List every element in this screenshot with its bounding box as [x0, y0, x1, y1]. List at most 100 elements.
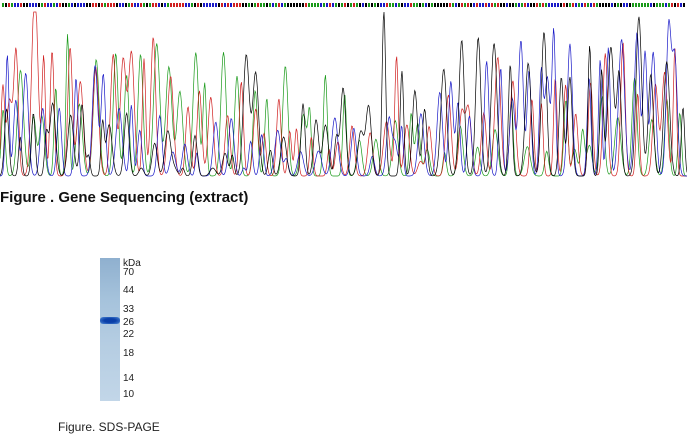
base-call	[302, 3, 304, 7]
base-call	[5, 3, 7, 7]
base-call	[395, 3, 397, 7]
base-call	[74, 3, 76, 7]
base-call	[167, 3, 169, 7]
marker-label: 10	[123, 389, 135, 400]
base-call	[230, 3, 232, 7]
trace	[0, 18, 687, 177]
base-call	[320, 3, 322, 7]
sequencing-caption: Figure . Gene Sequencing (extract)	[0, 189, 249, 206]
base-call	[191, 3, 193, 7]
base-call	[440, 3, 442, 7]
base-call	[65, 3, 67, 7]
base-call	[206, 3, 208, 7]
base-call	[389, 3, 391, 7]
base-call	[11, 3, 13, 7]
base-call	[647, 3, 649, 7]
base-call	[275, 3, 277, 7]
base-call	[239, 3, 241, 7]
base-call	[449, 3, 451, 7]
base-call	[38, 3, 40, 7]
base-call	[323, 3, 325, 7]
gel-lane	[100, 258, 120, 401]
base-call	[158, 3, 160, 7]
base-call	[608, 3, 610, 7]
base-call	[248, 3, 250, 7]
base-call	[254, 3, 256, 7]
base-call	[86, 3, 88, 7]
base-call	[368, 3, 370, 7]
base-call	[116, 3, 118, 7]
base-call	[140, 3, 142, 7]
base-call	[512, 3, 514, 7]
base-call	[410, 3, 412, 7]
base-call	[473, 3, 475, 7]
base-call	[464, 3, 466, 7]
base-call	[485, 3, 487, 7]
base-call	[176, 3, 178, 7]
base-call	[299, 3, 301, 7]
base-call	[203, 3, 205, 7]
base-call	[41, 3, 43, 7]
base-call	[413, 3, 415, 7]
base-call	[488, 3, 490, 7]
base-call	[119, 3, 121, 7]
base-call	[638, 3, 640, 7]
base-call	[161, 3, 163, 7]
base-call	[122, 3, 124, 7]
base-call	[425, 3, 427, 7]
base-call	[278, 3, 280, 7]
base-call	[353, 3, 355, 7]
base-call	[653, 3, 655, 7]
base-call	[539, 3, 541, 7]
base-call	[563, 3, 565, 7]
marker-label: 14	[123, 373, 135, 384]
base-call	[179, 3, 181, 7]
base-call	[380, 3, 382, 7]
base-call	[146, 3, 148, 7]
base-call	[344, 3, 346, 7]
base-call	[272, 3, 274, 7]
marker-label: 18	[123, 348, 135, 359]
base-call	[170, 3, 172, 7]
base-call	[443, 3, 445, 7]
trace	[0, 11, 687, 177]
base-call	[578, 3, 580, 7]
base-call	[23, 3, 25, 7]
base-call	[305, 3, 307, 7]
base-call	[374, 3, 376, 7]
base-call	[80, 3, 82, 7]
base-call	[182, 3, 184, 7]
base-call	[317, 3, 319, 7]
marker-label: 33	[123, 304, 135, 315]
base-call	[683, 3, 685, 7]
chromatogram	[0, 3, 687, 177]
base-call	[551, 3, 553, 7]
base-call	[260, 3, 262, 7]
base-call	[20, 3, 22, 7]
base-call	[362, 3, 364, 7]
base-call	[287, 3, 289, 7]
base-call	[365, 3, 367, 7]
base-call	[233, 3, 235, 7]
base-call	[134, 3, 136, 7]
base-call	[533, 3, 535, 7]
base-call	[593, 3, 595, 7]
base-call	[497, 3, 499, 7]
base-call	[377, 3, 379, 7]
base-call	[266, 3, 268, 7]
base-call	[383, 3, 385, 7]
base-call	[614, 3, 616, 7]
base-call	[56, 3, 58, 7]
base-call	[437, 3, 439, 7]
base-call	[128, 3, 130, 7]
base-call	[314, 3, 316, 7]
protein-band	[100, 317, 120, 324]
trace	[0, 11, 687, 177]
base-call	[656, 3, 658, 7]
trace	[0, 34, 687, 177]
base-call	[416, 3, 418, 7]
base-call	[386, 3, 388, 7]
base-call	[83, 3, 85, 7]
base-call	[635, 3, 637, 7]
base-call	[665, 3, 667, 7]
